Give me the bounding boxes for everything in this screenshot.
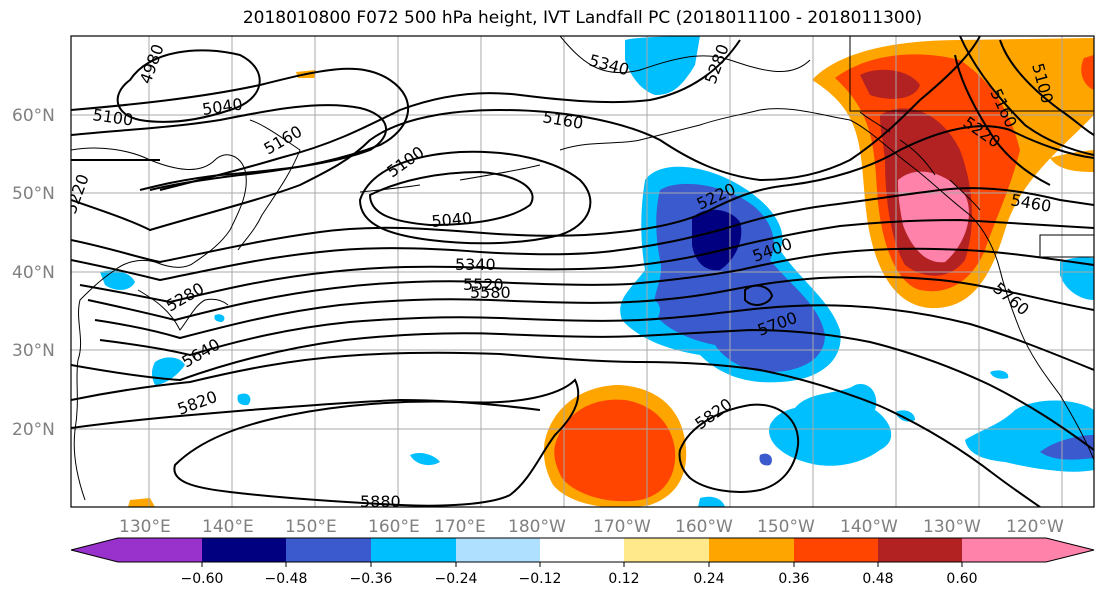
lon-label: 170°E xyxy=(434,517,486,537)
height-contours xyxy=(71,36,1094,507)
longitude-labels: 130°E 140°E 150°E 160°E 170°E 180°W 170°… xyxy=(119,517,1064,537)
lon-label: 170°W xyxy=(593,517,651,537)
lon-label: 160°W xyxy=(675,517,733,537)
colorbar-label: 0.36 xyxy=(778,571,809,587)
colorbar-label: −0.48 xyxy=(265,571,308,587)
coast-arctic xyxy=(559,36,811,74)
colorbar-label: −0.36 xyxy=(350,571,393,587)
colorbar-label: 0.60 xyxy=(946,571,977,587)
lon-label: 150°W xyxy=(757,517,815,537)
colorbar-bin xyxy=(709,538,794,562)
coast-alaska xyxy=(559,108,1094,461)
ivt-shading-positive-west-coast xyxy=(812,38,1094,309)
lon-label: 180°W xyxy=(508,517,566,537)
colorbar-extend-high xyxy=(1046,538,1094,562)
coast-aleutians xyxy=(359,164,541,193)
contour-label: 5880 xyxy=(360,492,401,511)
colorbar-bin xyxy=(202,538,286,562)
colorbar-bin xyxy=(118,538,202,562)
lon-label: 120°W xyxy=(1006,517,1064,537)
coast-kamchatka xyxy=(237,119,301,251)
lon-label: 140°E xyxy=(202,517,254,537)
coast-japan xyxy=(137,289,229,331)
contour-label: 5520 xyxy=(463,275,504,294)
colorbar-label: −0.12 xyxy=(519,571,562,587)
figure-title: 2018010800 F072 500 hPa height, IVT Land… xyxy=(242,8,923,28)
coastlines xyxy=(71,36,1094,501)
lat-label: 60°N xyxy=(12,106,55,126)
lat-label: 30°N xyxy=(12,341,55,361)
colorbar-bin xyxy=(286,538,371,562)
ivt-shading-positive-subtropical xyxy=(128,70,687,507)
colorbar-bin xyxy=(456,538,540,562)
colorbar-label: 0.48 xyxy=(862,571,893,587)
colorbar-label: −0.24 xyxy=(435,571,478,587)
contour-label: 5040 xyxy=(431,209,473,231)
colorbar-bin xyxy=(371,538,456,562)
lon-label: 130°E xyxy=(119,517,171,537)
map-panel: 4980 5040 5100 5160 5100 5040 5160 5220 … xyxy=(71,36,1094,511)
colorbar-label: −0.60 xyxy=(181,571,224,587)
colorbar-label: 0.24 xyxy=(693,571,724,587)
lon-label: 140°W xyxy=(840,517,898,537)
colorbar-bin xyxy=(794,538,878,562)
colorbar-bin xyxy=(962,538,1046,562)
lon-label: 160°E xyxy=(368,517,420,537)
colorbar-bin xyxy=(540,538,624,562)
colorbar-label: 0.12 xyxy=(608,571,639,587)
map-frame xyxy=(70,35,1095,508)
contour-label: 5340 xyxy=(455,255,496,274)
lat-label: 40°N xyxy=(12,263,55,283)
lon-label: 130°W xyxy=(923,517,981,537)
lat-label: 50°N xyxy=(12,184,55,204)
colorbar-bin xyxy=(878,538,962,562)
coast-asia xyxy=(71,147,247,501)
lat-label: 20°N xyxy=(12,420,55,440)
colorbar: −0.60 −0.48 −0.36 −0.24 −0.12 0.12 0.24 … xyxy=(70,537,1095,587)
latitude-labels: 60°N 50°N 40°N 30°N 20°N xyxy=(12,106,55,440)
colorbar-extend-low xyxy=(71,538,118,562)
lon-label: 150°E xyxy=(285,517,337,537)
contour-label: 5580 xyxy=(470,283,511,302)
colorbar-bin xyxy=(624,538,709,562)
